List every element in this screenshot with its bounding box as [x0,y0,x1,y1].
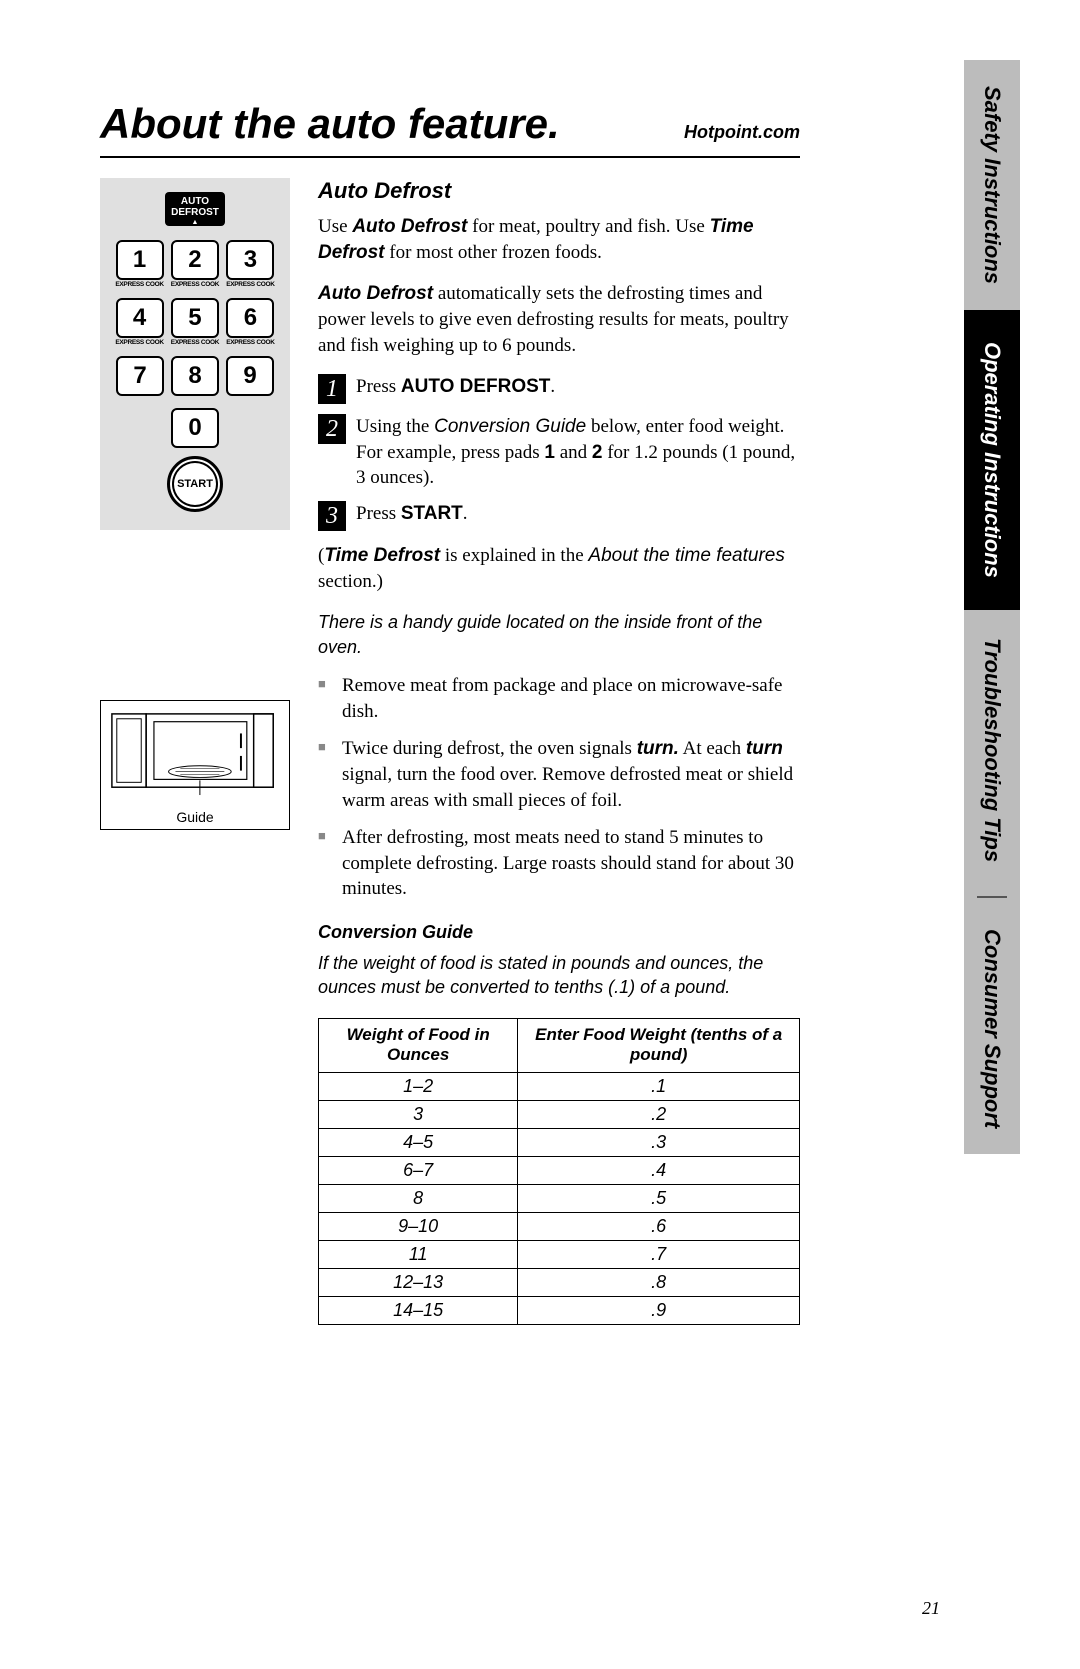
table-cell: 9–10 [319,1212,518,1240]
side-tab[interactable]: Operating Instructions [964,310,1020,610]
keypad-9[interactable]: 9 [226,356,274,396]
site-link[interactable]: Hotpoint.com [684,122,800,143]
keypad-panel: AUTODEFROST 1EXPRESS COOK 2EXPRESS COOK … [100,178,290,530]
table-row: 6–7.4 [319,1156,800,1184]
table-cell: 3 [319,1100,518,1128]
step-number: 1 [318,374,346,404]
keypad-8[interactable]: 8 [171,356,219,396]
table-row: 14–15.9 [319,1296,800,1324]
auto-defrost-button[interactable]: AUTODEFROST [165,192,225,226]
conversion-note: If the weight of food is stated in pound… [318,951,800,1000]
microwave-icon [107,709,283,802]
table-row: 1–2.1 [319,1072,800,1100]
table-header: Weight of Food in Ounces [319,1018,518,1072]
intro-paragraph-2: Auto Defrost automatically sets the defr… [318,281,800,358]
express-label: EXPRESS COOK [115,281,163,288]
page-number: 21 [922,1598,940,1619]
page-title: About the auto feature. [100,100,560,148]
table-cell: .6 [518,1212,800,1240]
conversion-heading: Conversion Guide [318,922,800,943]
section-heading: Auto Defrost [318,178,800,204]
table-cell: .1 [518,1072,800,1100]
inside-guide-note: There is a handy guide located on the in… [318,610,800,659]
side-tab[interactable]: Troubleshooting Tips [964,610,1020,890]
table-cell: .7 [518,1240,800,1268]
table-cell: 14–15 [319,1296,518,1324]
step-1: 1 Press AUTO DEFROST. [318,374,800,404]
table-cell: 1–2 [319,1072,518,1100]
table-cell: 11 [319,1240,518,1268]
keypad-1[interactable]: 1 [116,240,164,280]
keypad-0[interactable]: 0 [171,408,219,448]
side-tabs: Safety InstructionsOperating Instruction… [964,60,1020,1154]
step-3: 3 Press START. [318,501,800,531]
step-number: 3 [318,501,346,531]
step-number: 2 [318,414,346,444]
tips-list: Remove meat from package and place on mi… [318,673,800,902]
keypad-6[interactable]: 6 [226,298,274,338]
time-defrost-note: (Time Defrost is explained in the About … [318,543,800,594]
table-cell: .9 [518,1296,800,1324]
tip-item: After defrosting, most meats need to sta… [318,825,800,902]
conversion-table: Weight of Food in Ounces Enter Food Weig… [318,1018,800,1325]
side-tab[interactable]: Safety Instructions [964,60,1020,310]
tip-item: Remove meat from package and place on mi… [318,673,800,724]
figure-caption: Guide [107,809,283,825]
keypad-7[interactable]: 7 [116,356,164,396]
table-row: 4–5.3 [319,1128,800,1156]
table-cell: .5 [518,1184,800,1212]
keypad-4[interactable]: 4 [116,298,164,338]
table-cell: .4 [518,1156,800,1184]
table-cell: 12–13 [319,1268,518,1296]
table-cell: .3 [518,1128,800,1156]
table-cell: 6–7 [319,1156,518,1184]
intro-paragraph-1: Use Auto Defrost for meat, poultry and f… [318,214,800,265]
start-button[interactable]: START [167,456,223,512]
tab-divider [964,890,1020,904]
table-row: 12–13.8 [319,1268,800,1296]
table-header: Enter Food Weight (tenths of a pound) [518,1018,800,1072]
page-header: About the auto feature. Hotpoint.com [100,100,800,158]
microwave-figure: Guide [100,700,290,830]
table-cell: .2 [518,1100,800,1128]
table-row: 11.7 [319,1240,800,1268]
table-row: 3.2 [319,1100,800,1128]
keypad-3[interactable]: 3 [226,240,274,280]
table-cell: .8 [518,1268,800,1296]
table-cell: 8 [319,1184,518,1212]
step-2: 2 Using the Conversion Guide below, ente… [318,414,800,491]
table-row: 8.5 [319,1184,800,1212]
tip-item: Twice during defrost, the oven signals t… [318,736,800,813]
side-tab[interactable]: Consumer Support [964,904,1020,1154]
table-row: 9–10.6 [319,1212,800,1240]
table-cell: 4–5 [319,1128,518,1156]
keypad-2[interactable]: 2 [171,240,219,280]
keypad-5[interactable]: 5 [171,298,219,338]
